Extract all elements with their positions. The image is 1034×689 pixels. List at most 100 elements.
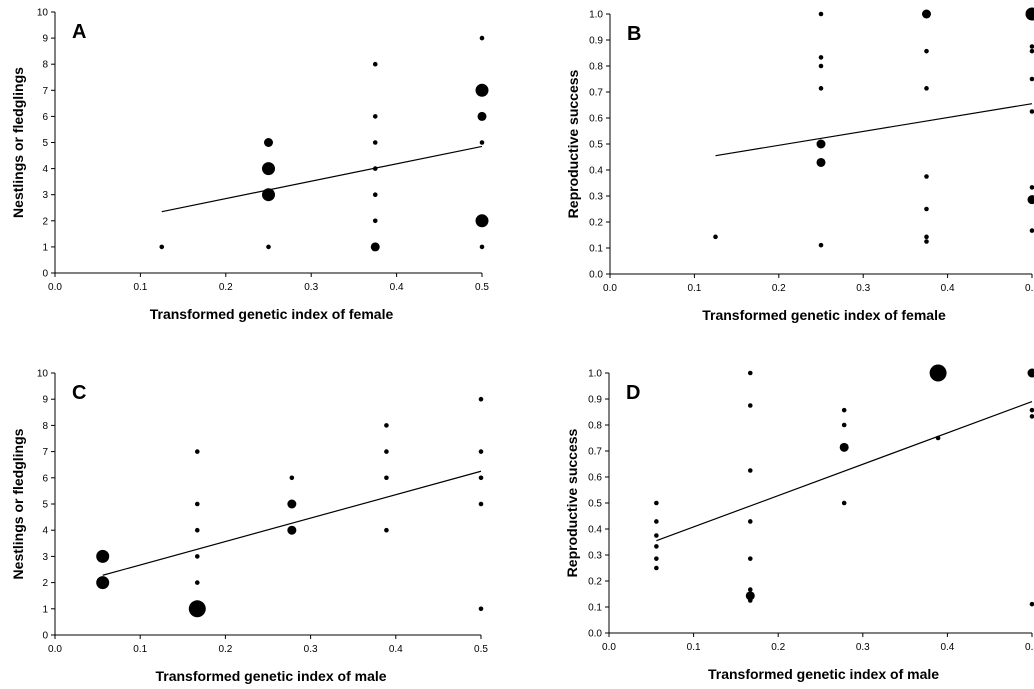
y-tick-label: 0.3 <box>589 192 603 203</box>
x-tick-label: 0.0 <box>603 283 617 294</box>
data-point <box>924 174 929 179</box>
data-point <box>194 554 200 559</box>
x-tick-label: 0.4 <box>940 642 954 653</box>
x-tick-label: 0.2 <box>218 644 232 655</box>
y-tick-label: 0.8 <box>589 62 603 73</box>
data-point <box>924 86 929 91</box>
data-point <box>372 61 378 67</box>
data-point <box>1025 7 1034 21</box>
data-point <box>372 114 378 119</box>
panel-label: B <box>627 23 641 45</box>
y-tick-label: 2 <box>42 578 48 589</box>
y-tick-label: 0.9 <box>589 36 603 47</box>
x-tick-label: 0.3 <box>856 283 870 294</box>
y-axis-title: Nestlings or fledglings <box>10 428 26 579</box>
y-tick-label: 7 <box>42 86 48 97</box>
data-point <box>747 587 753 592</box>
y-tick-label: 3 <box>42 190 48 201</box>
data-point <box>478 449 484 454</box>
panel-b: 0.0 0.1 0.2 0.3 0.4 0.5 0.0 0.1 0.2 0.3 0.4 0.5 0.6 0… <box>565 7 1034 323</box>
data-point <box>477 111 487 121</box>
y-axis-title: Reproductive success <box>565 69 581 218</box>
data-point <box>1029 109 1034 114</box>
data-point <box>188 600 206 618</box>
data-point <box>1027 195 1034 205</box>
x-tick-label: 0.0 <box>48 282 62 293</box>
data-point <box>478 475 484 481</box>
data-point <box>841 422 847 428</box>
y-tick-label: 0.1 <box>588 603 602 614</box>
y-tick-label: 4 <box>42 526 48 537</box>
data-point <box>194 527 200 533</box>
x-tick-label: 0.1 <box>133 644 147 655</box>
y-tick-label: 0.2 <box>588 577 602 588</box>
x-axis-title: Transformed genetic index of female <box>702 307 946 323</box>
data-point <box>1029 414 1034 419</box>
data-point <box>924 48 929 54</box>
data-point <box>1029 48 1034 54</box>
data-point <box>654 519 659 524</box>
data-point <box>1029 76 1034 82</box>
data-point <box>1027 368 1034 378</box>
y-tick-label: 1 <box>42 604 48 615</box>
data-point <box>194 449 200 454</box>
data-point <box>747 370 753 376</box>
data-point <box>1029 44 1034 49</box>
y-tick-label: 7 <box>42 447 48 458</box>
y-tick-label: 5 <box>42 500 48 511</box>
data-point <box>935 435 941 441</box>
data-point <box>1029 228 1034 233</box>
panel-label: D <box>626 382 640 404</box>
y-tick-label: 0.6 <box>589 114 603 125</box>
x-axis-title: Transformed genetic index of male <box>155 668 386 684</box>
data-point <box>370 242 380 252</box>
data-point <box>287 525 297 535</box>
x-tick-label: 0.5 <box>1025 283 1034 294</box>
x-tick-label: 0.1 <box>687 642 701 653</box>
data-point <box>478 501 484 507</box>
data-point <box>818 11 824 17</box>
panel-label: C <box>72 382 86 404</box>
data-point <box>96 576 110 590</box>
x-tick-label: 0.1 <box>687 283 701 294</box>
y-tick-label: 10 <box>37 369 49 380</box>
data-point <box>478 396 484 402</box>
data-point <box>816 139 826 149</box>
x-tick-label: 0.4 <box>389 644 403 655</box>
data-point <box>654 544 659 549</box>
data-point <box>372 218 378 224</box>
trend-line <box>656 401 1033 542</box>
data-point <box>818 55 824 60</box>
x-tick-label: 0.0 <box>602 642 616 653</box>
data-point <box>654 500 659 506</box>
y-tick-label: 4 <box>42 164 48 175</box>
data-point <box>924 239 929 244</box>
data-point <box>654 565 659 571</box>
data-point <box>475 214 489 228</box>
data-point <box>922 9 931 19</box>
y-tick-label: 3 <box>42 552 48 563</box>
y-tick-label: 1.0 <box>589 10 603 21</box>
data-point <box>479 244 485 250</box>
data-point <box>194 580 200 585</box>
panel-a: 0.0 0.1 0.2 0.3 0.4 0.5 0 1 2 3 4 5 6 7 8 9 10 Transforme… <box>10 8 489 323</box>
data-point <box>816 157 826 167</box>
y-tick-label: 6 <box>42 112 48 123</box>
data-point <box>264 138 273 147</box>
data-point <box>924 206 929 212</box>
data-point <box>1029 601 1034 607</box>
trend-line <box>102 470 482 576</box>
y-axis-title: Reproductive success <box>564 428 580 577</box>
data-point <box>747 519 753 524</box>
data-point <box>654 533 659 538</box>
x-tick-label: 0.5 <box>1025 642 1034 653</box>
data-point <box>372 140 378 145</box>
data-point <box>1029 407 1034 413</box>
data-point <box>654 556 659 561</box>
x-axis-title: Transformed genetic index of male <box>708 666 939 682</box>
y-tick-label: 1 <box>42 242 48 253</box>
data-point <box>384 475 389 481</box>
data-point <box>384 527 389 533</box>
data-point <box>818 86 824 91</box>
